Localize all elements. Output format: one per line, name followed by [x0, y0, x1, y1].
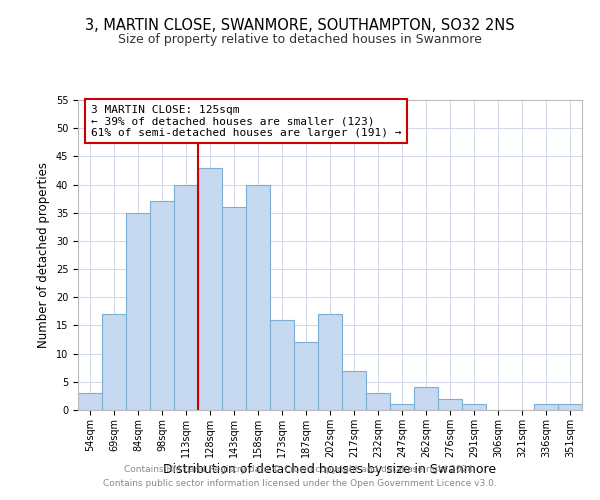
Bar: [150, 202, 174, 410]
Bar: [102, 314, 126, 410]
Bar: [198, 168, 222, 410]
Bar: [414, 388, 438, 410]
Bar: [270, 320, 294, 410]
X-axis label: Distribution of detached houses by size in Swanmore: Distribution of detached houses by size …: [163, 462, 497, 475]
Y-axis label: Number of detached properties: Number of detached properties: [37, 162, 50, 348]
Bar: [174, 184, 198, 410]
Bar: [534, 404, 558, 410]
Bar: [246, 184, 270, 410]
Bar: [78, 393, 102, 410]
Bar: [462, 404, 486, 410]
Bar: [342, 370, 366, 410]
Text: 3 MARTIN CLOSE: 125sqm
← 39% of detached houses are smaller (123)
61% of semi-de: 3 MARTIN CLOSE: 125sqm ← 39% of detached…: [91, 104, 401, 138]
Bar: [126, 212, 150, 410]
Bar: [222, 207, 246, 410]
Text: 3, MARTIN CLOSE, SWANMORE, SOUTHAMPTON, SO32 2NS: 3, MARTIN CLOSE, SWANMORE, SOUTHAMPTON, …: [85, 18, 515, 32]
Bar: [438, 398, 462, 410]
Bar: [366, 393, 390, 410]
Bar: [318, 314, 342, 410]
Bar: [390, 404, 414, 410]
Bar: [294, 342, 318, 410]
Bar: [558, 404, 582, 410]
Text: Contains HM Land Registry data © Crown copyright and database right 2024.
Contai: Contains HM Land Registry data © Crown c…: [103, 466, 497, 487]
Text: Size of property relative to detached houses in Swanmore: Size of property relative to detached ho…: [118, 32, 482, 46]
